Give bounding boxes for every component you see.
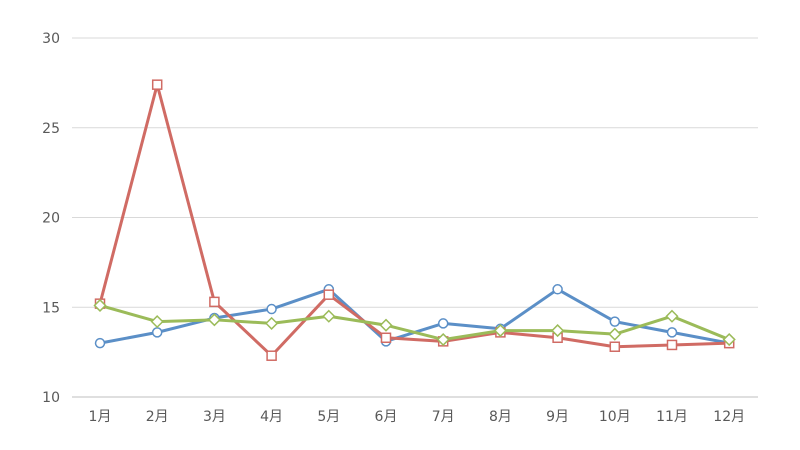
- series-3-point: [493, 324, 507, 338]
- y-axis-tick-labels: 10 15 20 25 30: [42, 31, 60, 406]
- x-tick-label: 11月: [656, 409, 688, 425]
- series-1-point: [609, 316, 621, 327]
- x-tick-label: 3月: [203, 409, 226, 425]
- series-2-point: [151, 79, 163, 90]
- series-2-point: [666, 339, 678, 351]
- y-tick-label: 30: [42, 31, 60, 47]
- x-tick-label: 2月: [146, 409, 169, 425]
- gridlines: [72, 37, 758, 398]
- series-3-point: [150, 315, 164, 329]
- x-tick-label: 8月: [489, 409, 512, 425]
- x-tick-label: 6月: [375, 409, 398, 425]
- series-3-point: [722, 332, 736, 347]
- series-1-point: [94, 337, 106, 349]
- series-1-line: [98, 287, 731, 345]
- y-tick-label: 10: [42, 390, 60, 406]
- series-3-point: [665, 309, 679, 323]
- series-1-point: [552, 284, 563, 295]
- y-tick-label: 20: [42, 211, 60, 227]
- series-3-point: [379, 318, 393, 332]
- series-3-point: [265, 316, 279, 330]
- x-tick-label: 9月: [546, 409, 569, 425]
- x-tick-label: 1月: [89, 409, 112, 425]
- series-1-point: [266, 303, 277, 315]
- series-3-point: [93, 298, 107, 313]
- x-tick-label: 5月: [317, 409, 340, 425]
- x-tick-label: 12月: [713, 409, 745, 425]
- series-2-point: [266, 350, 277, 361]
- y-tick-label: 15: [42, 300, 60, 316]
- series-2-point: [380, 332, 392, 344]
- series-3-point: [608, 327, 622, 341]
- series-2-point: [209, 296, 220, 308]
- x-tick-label: 4月: [260, 409, 283, 425]
- series-3-point: [207, 313, 221, 327]
- series-1-point: [666, 327, 678, 338]
- series-3-line: [98, 303, 731, 342]
- x-tick-label: 10月: [599, 409, 631, 425]
- x-axis-tick-labels: 1月 2月 3月 4月 5月 6月 7月 8月 9月 10月 11月 12月: [89, 409, 746, 425]
- x-tick-label: 7月: [432, 409, 455, 425]
- series-2-point: [323, 289, 335, 300]
- series-1-point: [437, 318, 449, 329]
- series-group: [93, 79, 736, 361]
- series-3-point: [551, 324, 565, 338]
- y-tick-label: 25: [42, 121, 60, 137]
- series-2-line: [98, 83, 731, 358]
- series-3-point: [436, 332, 450, 347]
- series-2-point: [609, 341, 621, 352]
- series-1-point: [151, 327, 163, 338]
- series-3-point: [322, 309, 336, 323]
